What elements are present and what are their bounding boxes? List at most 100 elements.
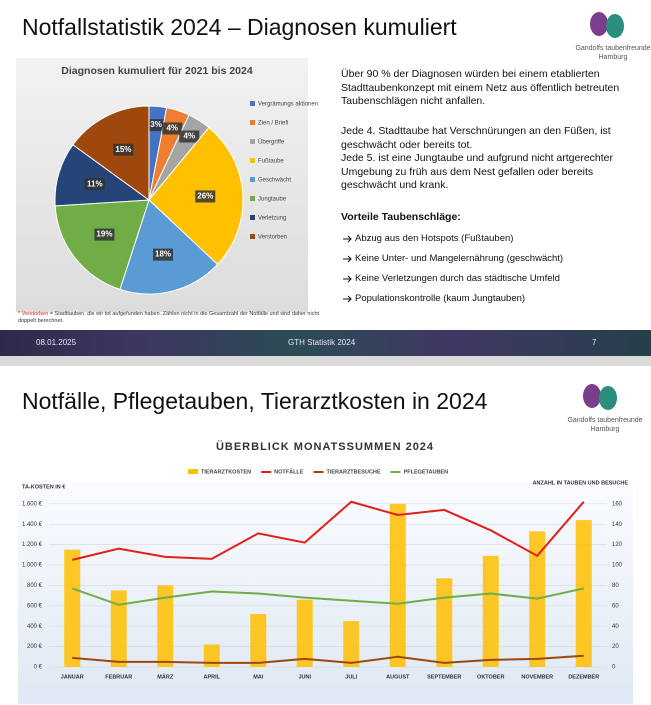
y2-tick-label: 80 — [612, 583, 619, 589]
label-box — [113, 143, 134, 156]
label-box — [162, 122, 183, 135]
legend-label: NOTFÄLLE — [274, 468, 304, 475]
x-tick-label: JANUAR — [61, 674, 84, 680]
legend-label: TIERARZTBESUCHE — [326, 469, 380, 475]
bullet-text: Populationskontrolle (kaum Jungtauben) — [355, 293, 526, 304]
footer-date: 08.01.2025 — [36, 338, 77, 347]
axis-title: ANZAHL IN TAUBEN UND BESUCHE — [533, 480, 629, 486]
slide-title: Notfallstatistik 2024 – Diagnosen kumuli… — [22, 14, 457, 40]
y-tick-label: 0 € — [34, 665, 43, 671]
data-label: 15% — [115, 145, 131, 154]
pie-slice — [119, 199, 219, 295]
footnote-text: = Stadttauben, die wir tot aufgefunden h… — [18, 311, 320, 324]
bullet-text: Keine Verletzungen durch das städtische … — [355, 273, 560, 284]
bullet-arrows — [343, 235, 352, 303]
paragraph: Jede 4. Stadttaube hat Verschnürungen an… — [341, 125, 611, 151]
chart-title: Diagnosen kumuliert für 2021 bis 2024 — [61, 65, 253, 77]
legend-label: Geschwächt — [258, 178, 291, 184]
y2-tick-label: 40 — [612, 624, 619, 630]
legend-label: Fußtaube — [258, 159, 284, 165]
y2-tick-label: 20 — [612, 644, 619, 650]
pie-slice — [54, 144, 151, 207]
x-tick-label: MAI — [253, 674, 264, 680]
x-tick-label: JULI — [345, 674, 357, 680]
footnote: * Verstorben = Stadttauben, die wir tot … — [18, 311, 330, 325]
bar — [157, 585, 174, 667]
bar — [482, 555, 499, 667]
logo-text: Gandolfs taubenfreunde Hamburg — [575, 45, 651, 61]
y2-tick-label: 120 — [612, 542, 623, 548]
y-tick-label: 1.000 € — [22, 563, 43, 569]
label-box — [84, 178, 105, 191]
legend-swatch — [250, 120, 255, 125]
y-tick-label: 1.400 € — [22, 522, 43, 528]
footer-center: GTH Statistik 2024 — [288, 338, 356, 347]
footer-band: 08.01.2025 GTH Statistik 2024 7 — [0, 330, 651, 356]
x-tick-label: JUNI — [298, 674, 311, 680]
x-tick-label: MÄRZ — [157, 673, 174, 680]
slide-title: Notfälle, Pflegetauben, Tierarztkosten i… — [22, 388, 488, 414]
logo-text: Gandolfs taubenfreunde Hamburg — [567, 417, 643, 433]
y2-tick-label: 140 — [612, 522, 623, 528]
y-tick-label: 200 € — [27, 644, 43, 650]
bar — [110, 590, 127, 667]
x-tick-label: OKTOBER — [477, 674, 504, 680]
legend-label: Verstorben — [258, 235, 287, 241]
legend-label: Zien / Briefi — [258, 121, 288, 127]
line-series — [72, 500, 585, 561]
data-label: 26% — [197, 192, 213, 201]
bar — [575, 520, 592, 667]
pie-slice — [72, 105, 150, 201]
benefits-title: Vorteile Taubenschläge: — [341, 211, 461, 223]
axis-title: TA-KOSTEN IN € — [22, 484, 65, 490]
legend-label: PFLEGETAUBEN — [404, 469, 449, 475]
y-tick-label: 400 € — [27, 624, 43, 630]
data-label: 4% — [184, 132, 196, 141]
paragraph: Über 90 % der Diagnosen würden bei einem… — [341, 68, 620, 107]
legend-swatch — [250, 139, 255, 144]
legend-label: TIERARZTKOSTEN — [201, 469, 251, 475]
y-tick-label: 600 € — [27, 603, 43, 609]
y-tick-label: 1.200 € — [22, 542, 43, 548]
line-series — [72, 654, 584, 664]
bar — [343, 621, 360, 667]
bar — [436, 578, 453, 667]
label-box — [153, 248, 174, 261]
pie-slice — [54, 199, 150, 291]
y2-tick-label: 160 — [612, 501, 623, 507]
x-tick-label: AUGUST — [386, 674, 410, 680]
legend-swatch — [250, 177, 255, 182]
x-tick-label: APRIL — [204, 674, 221, 680]
bullet: Populationskontrolle (kaum Jungtauben) — [341, 293, 525, 304]
bullet: Abzug aus den Hotspots (Fußtauben) — [341, 233, 513, 244]
legend-label: Jungtaube — [258, 197, 287, 203]
bar — [64, 549, 81, 667]
bullet: Keine Unter- und Mangelernährung (geschw… — [341, 253, 563, 264]
bullet: Keine Verletzungen durch das städtische … — [341, 273, 560, 284]
label-box — [146, 119, 167, 132]
footer-page: 7 — [592, 338, 597, 347]
label-box — [179, 130, 200, 143]
slide-1: Notfallstatistik 2024 – Diagnosen kumuli… — [0, 0, 651, 356]
x-tick-label: FEBRUAR — [105, 674, 132, 680]
bar — [250, 613, 267, 667]
data-label: 3% — [150, 120, 162, 129]
legend-swatch — [188, 469, 198, 474]
legend-swatch — [250, 158, 255, 163]
bar — [296, 599, 313, 667]
data-label: 18% — [155, 250, 171, 259]
legend-label: Verletzung — [258, 216, 286, 222]
data-label: 4% — [166, 124, 178, 133]
y-tick-label: 800 € — [27, 583, 43, 589]
data-label: 11% — [87, 179, 103, 188]
y2-tick-label: 0 — [612, 665, 616, 671]
line-series — [71, 587, 584, 606]
bullet-text: Keine Unter- und Mangelernährung (geschw… — [355, 253, 564, 264]
y2-tick-label: 100 — [612, 563, 623, 569]
y2-tick-label: 60 — [612, 603, 619, 609]
chart-title: ÜBERBLICK MONATSSUMMEN 2024 — [216, 440, 434, 453]
y-tick-label: 1.600 € — [22, 501, 43, 507]
